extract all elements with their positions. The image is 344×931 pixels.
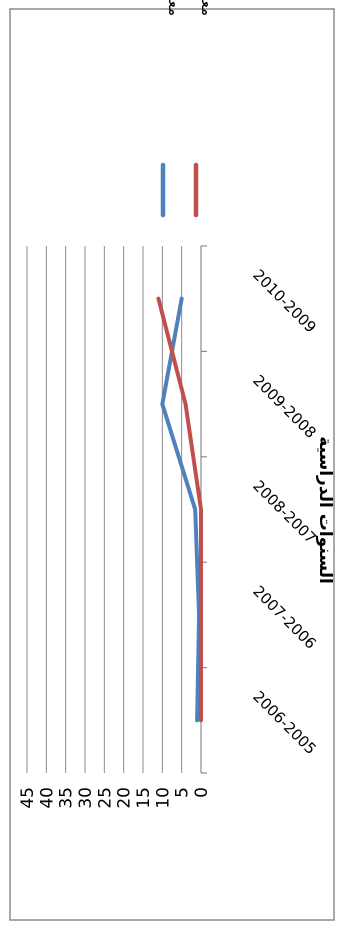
value-tick-label: 0: [192, 787, 212, 798]
value-tick-label: 10: [153, 787, 173, 809]
value-tick-label: 45: [18, 787, 38, 809]
value-tick-label: 20: [115, 787, 135, 809]
value-tick: 15: [134, 787, 154, 809]
value-tick: 20: [115, 787, 135, 809]
chart-frame: [9, 8, 335, 921]
legend-item: معدل الطرد الإناث: [198, 0, 216, 16]
value-tick: 5: [173, 787, 193, 798]
value-tick-label: 30: [76, 787, 96, 809]
value-tick: 35: [57, 787, 77, 809]
value-tick-label: 35: [57, 787, 77, 809]
gridlines: [26, 246, 183, 773]
value-tick: 25: [95, 787, 115, 809]
value-tick-label: 15: [134, 787, 154, 809]
value-tick: 0: [192, 787, 212, 798]
value-tick: 30: [76, 787, 96, 809]
legend-item: معدل الطرد الذكور: [165, 0, 183, 16]
legend: معدل الطرد الذكور معدل الطرد الإناث: [160, 0, 216, 218]
value-tick: 45: [18, 787, 38, 809]
x-axis-title: السنوات الدراسية: [315, 436, 335, 584]
value-tick: 10: [153, 787, 173, 809]
value-tick-label: 25: [95, 787, 115, 809]
value-tick-label: 5: [173, 787, 193, 798]
legend-label: معدل الطرد الإناث: [198, 0, 216, 16]
value-tick-label: 40: [37, 787, 57, 809]
value-tick: 40: [37, 787, 57, 809]
series-group: [156, 296, 203, 723]
legend-label: معدل الطرد الذكور: [165, 0, 183, 16]
